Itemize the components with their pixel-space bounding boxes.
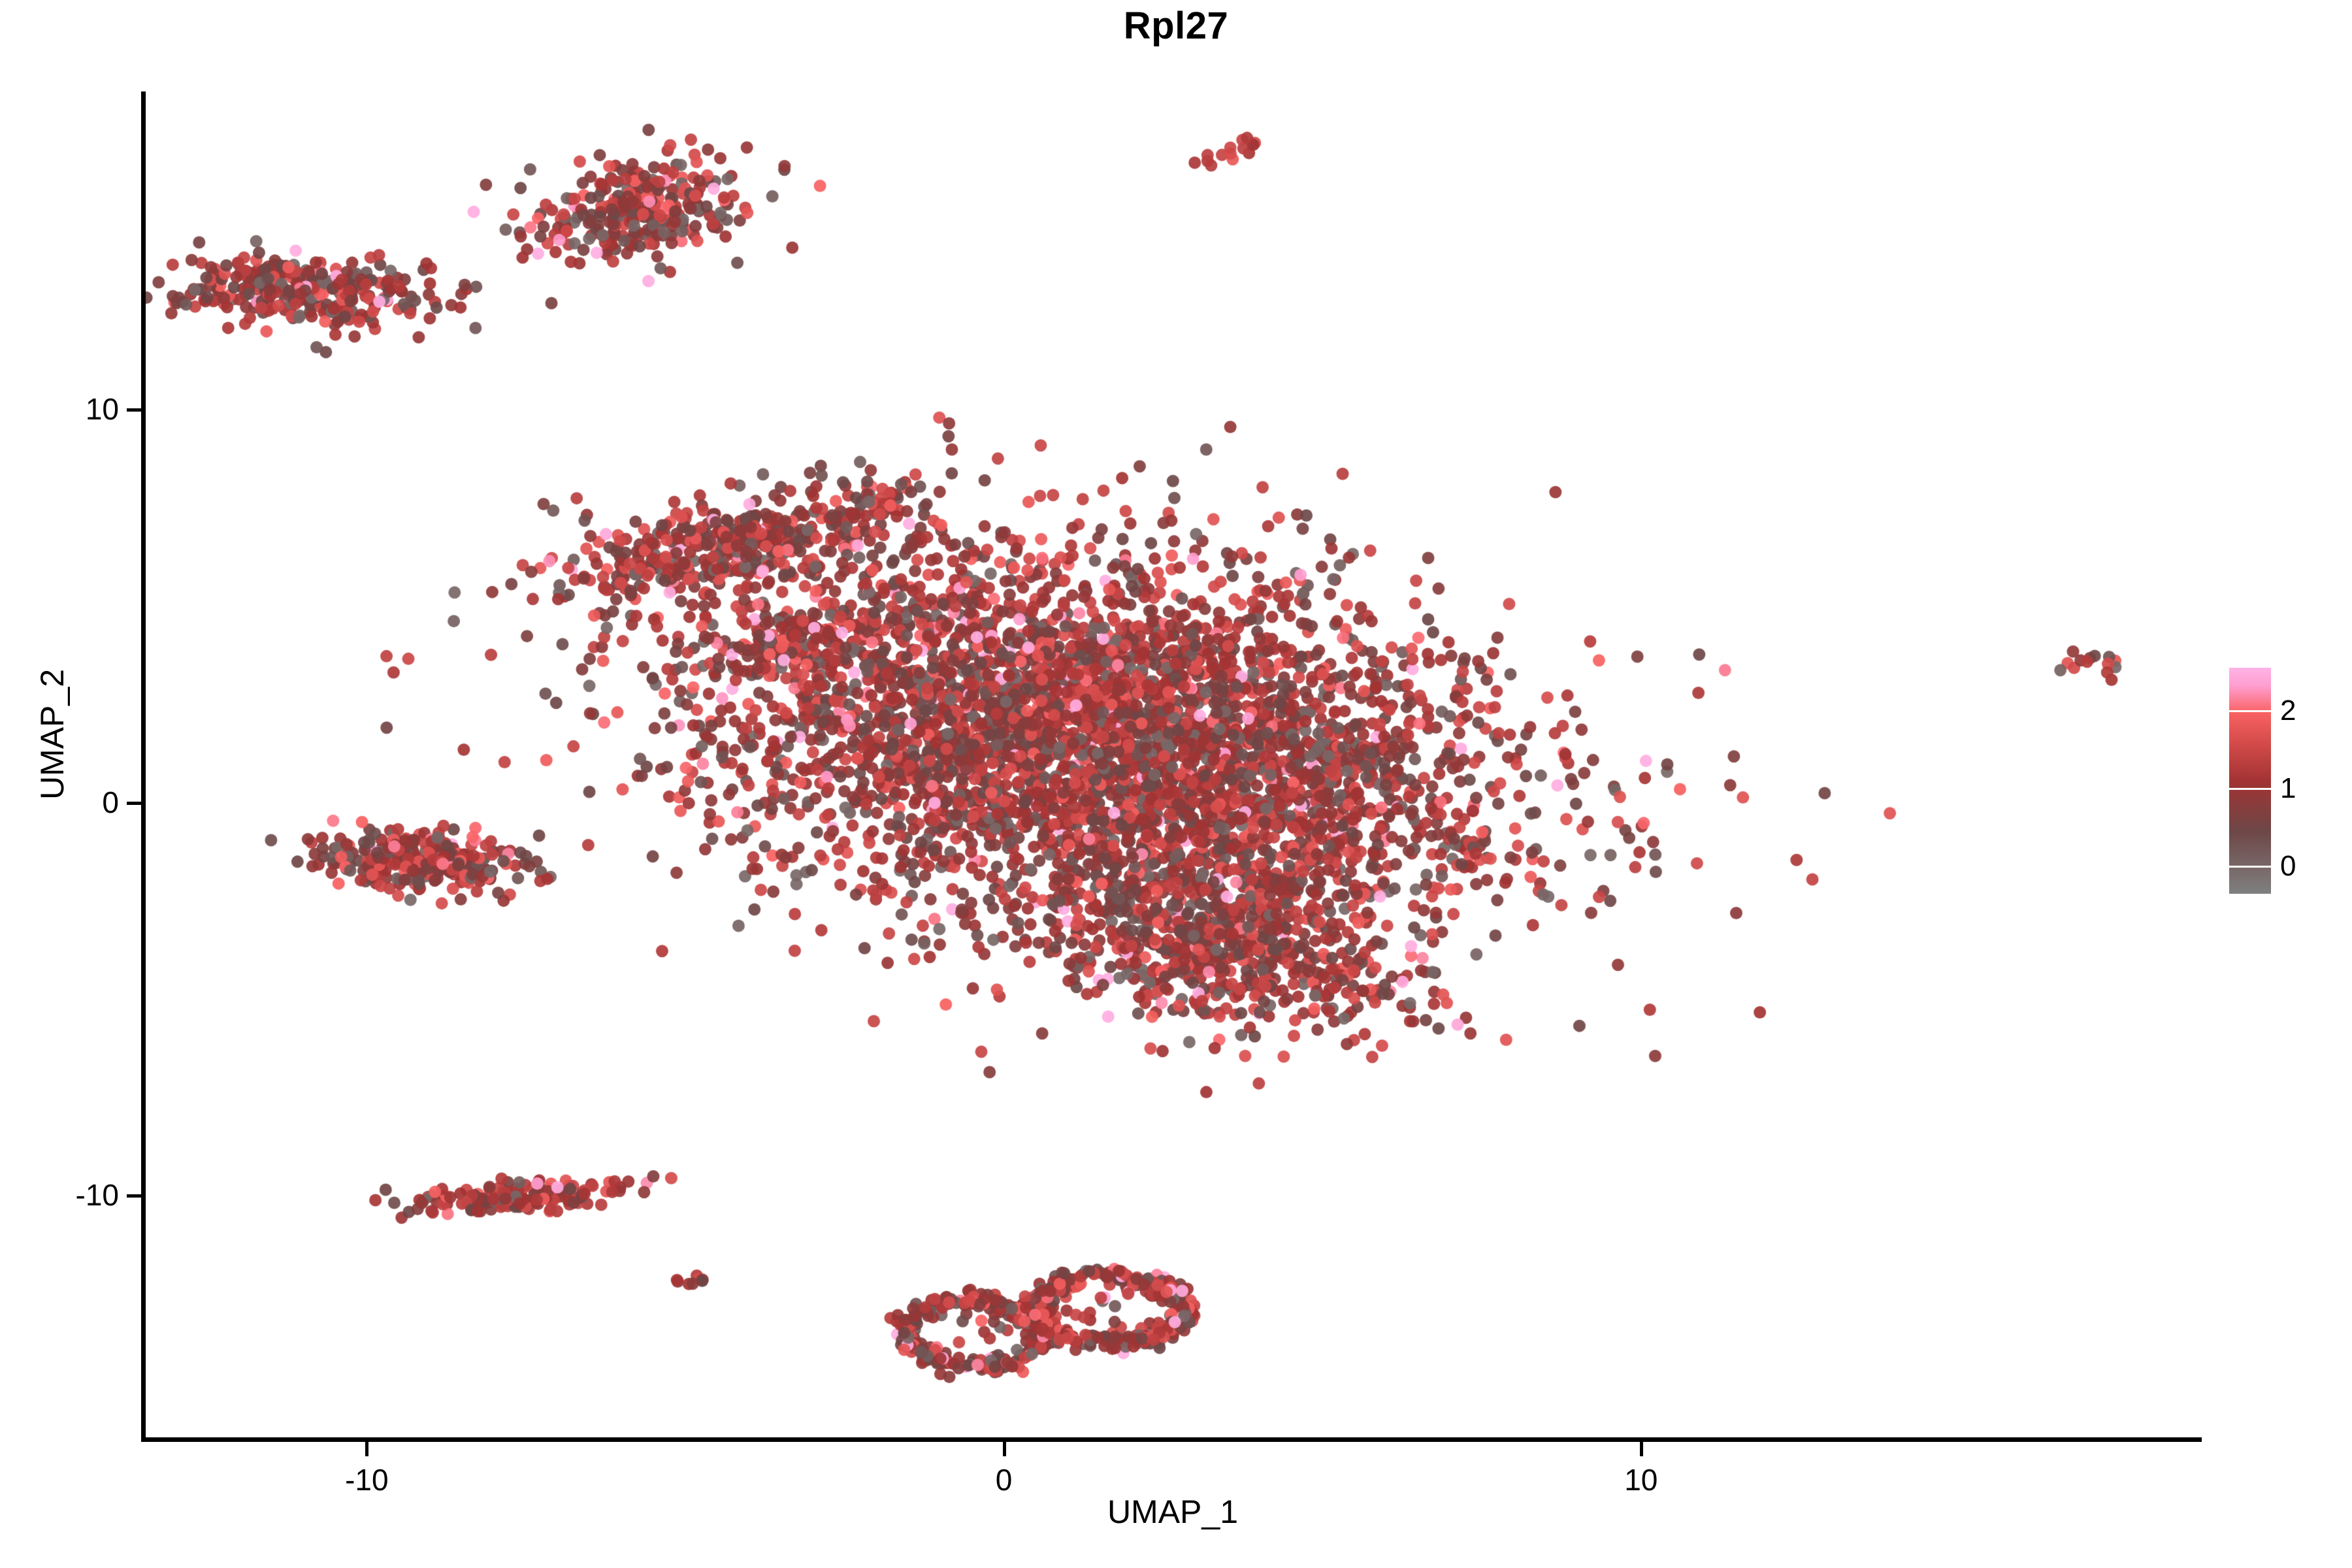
colorbar-tick-mark — [2229, 710, 2271, 712]
x-tick-label: 0 — [995, 1463, 1013, 1497]
colorbar-tick-label: 2 — [2280, 694, 2296, 727]
x-tick-label: 10 — [1624, 1463, 1658, 1497]
y-axis-line — [141, 91, 146, 1442]
y-tick-label: 10 — [85, 392, 119, 427]
x-axis-line — [142, 1437, 2202, 1442]
colorbar-tick-mark — [2229, 787, 2271, 790]
y-axis-title: UMAP_2 — [34, 668, 71, 800]
y-tick-label: 0 — [102, 785, 119, 819]
x-tick-label: -10 — [345, 1463, 389, 1497]
colorbar-tick-label: 0 — [2280, 850, 2296, 883]
colorbar-tick-mark — [2229, 866, 2271, 868]
colorbar-legend: 2 1 0 — [2229, 668, 2340, 929]
y-tick-label: -10 — [75, 1178, 119, 1213]
colorbar-gradient — [2229, 668, 2271, 894]
y-tick-mark — [127, 1194, 141, 1198]
x-tick-mark — [365, 1442, 369, 1456]
page-title: Rpl27 — [1123, 5, 1229, 47]
x-axis-title: UMAP_1 — [1107, 1494, 1239, 1530]
colorbar-tick-label: 1 — [2280, 772, 2296, 804]
x-tick-mark — [1002, 1442, 1006, 1456]
scatter-points-canvas — [144, 91, 2202, 1439]
y-tick-mark — [127, 801, 141, 805]
plot-panel — [144, 91, 2202, 1439]
y-tick-mark — [127, 408, 141, 412]
x-tick-mark — [1639, 1442, 1643, 1456]
